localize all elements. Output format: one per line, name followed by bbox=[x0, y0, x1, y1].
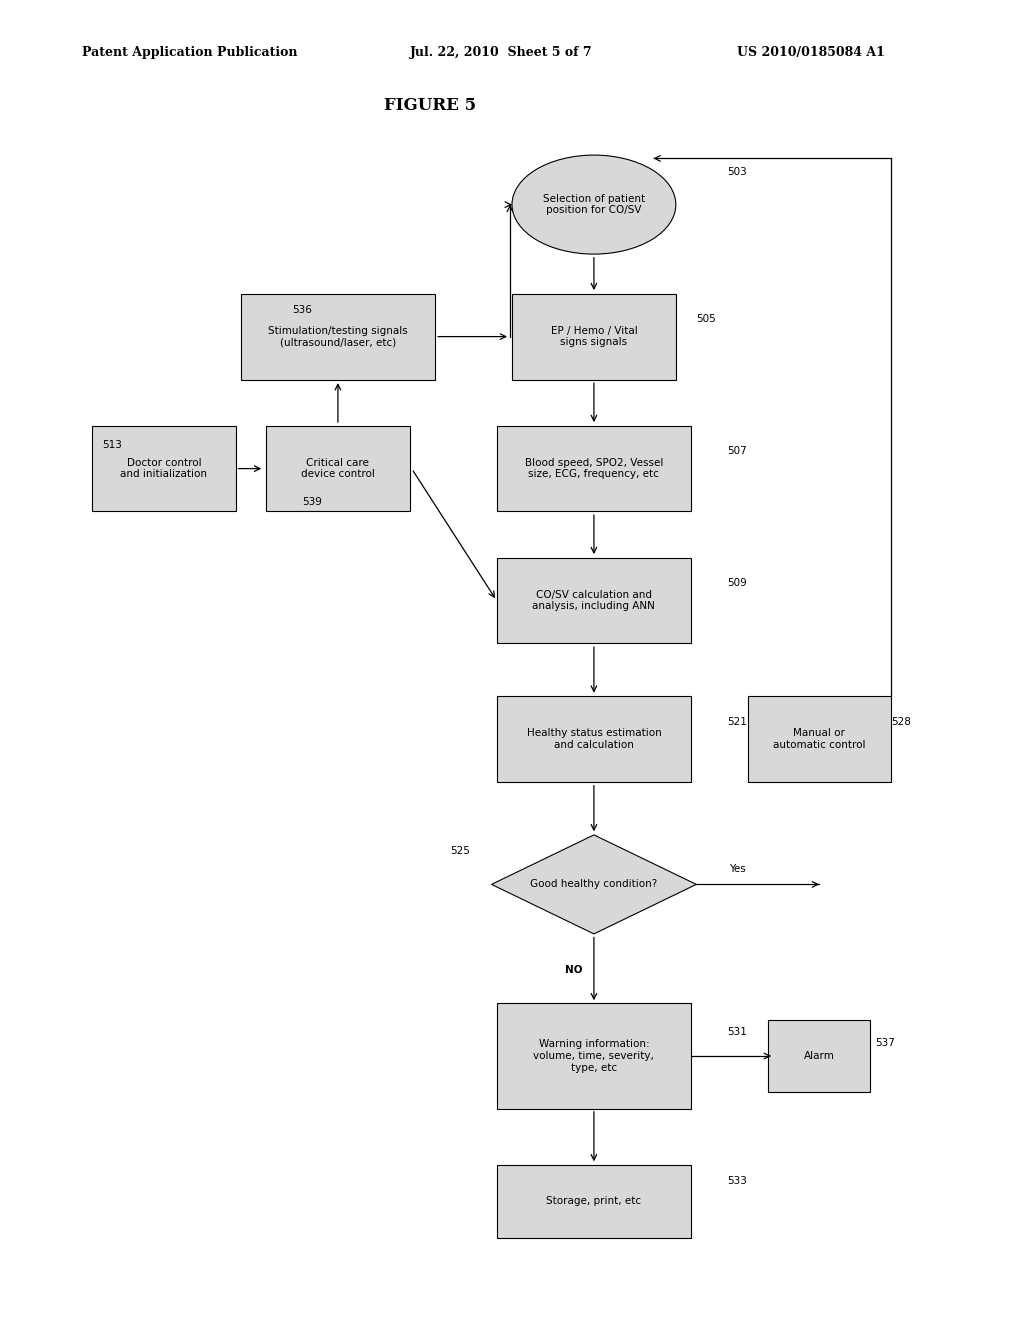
Text: 525: 525 bbox=[451, 846, 470, 857]
FancyBboxPatch shape bbox=[92, 425, 236, 511]
FancyBboxPatch shape bbox=[497, 1003, 691, 1109]
Text: US 2010/0185084 A1: US 2010/0185084 A1 bbox=[737, 46, 885, 59]
Text: 507: 507 bbox=[727, 446, 746, 457]
Text: 509: 509 bbox=[727, 578, 746, 589]
Text: Critical care
device control: Critical care device control bbox=[301, 458, 375, 479]
Text: CO/SV calculation and
analysis, including ANN: CO/SV calculation and analysis, includin… bbox=[532, 590, 655, 611]
FancyBboxPatch shape bbox=[497, 697, 691, 781]
FancyBboxPatch shape bbox=[497, 557, 691, 643]
FancyBboxPatch shape bbox=[241, 293, 435, 380]
Polygon shape bbox=[492, 836, 696, 935]
FancyBboxPatch shape bbox=[497, 425, 691, 511]
Text: 533: 533 bbox=[727, 1176, 746, 1187]
Text: 521: 521 bbox=[727, 717, 746, 727]
Text: 528: 528 bbox=[891, 717, 910, 727]
Text: FIGURE 5: FIGURE 5 bbox=[384, 98, 476, 114]
FancyBboxPatch shape bbox=[748, 697, 891, 781]
Text: Alarm: Alarm bbox=[804, 1051, 835, 1061]
Text: Selection of patient
position for CO/SV: Selection of patient position for CO/SV bbox=[543, 194, 645, 215]
Text: Patent Application Publication: Patent Application Publication bbox=[82, 46, 297, 59]
Text: Storage, print, etc: Storage, print, etc bbox=[547, 1196, 641, 1206]
Text: 531: 531 bbox=[727, 1027, 746, 1038]
Text: Healthy status estimation
and calculation: Healthy status estimation and calculatio… bbox=[526, 729, 662, 750]
Text: 539: 539 bbox=[302, 496, 322, 507]
Text: Stimulation/testing signals
(ultrasound/laser, etc): Stimulation/testing signals (ultrasound/… bbox=[268, 326, 408, 347]
Text: 505: 505 bbox=[696, 314, 716, 325]
Text: 537: 537 bbox=[876, 1038, 895, 1048]
Text: Warning information:
volume, time, severity,
type, etc: Warning information: volume, time, sever… bbox=[534, 1039, 654, 1073]
Text: Blood speed, SPO2, Vessel
size, ECG, frequency, etc: Blood speed, SPO2, Vessel size, ECG, fre… bbox=[524, 458, 664, 479]
Text: 536: 536 bbox=[292, 305, 311, 315]
Text: Good healthy condition?: Good healthy condition? bbox=[530, 879, 657, 890]
FancyBboxPatch shape bbox=[512, 293, 676, 380]
FancyBboxPatch shape bbox=[266, 425, 410, 511]
FancyBboxPatch shape bbox=[497, 1166, 691, 1238]
Text: Yes: Yes bbox=[729, 863, 745, 874]
Ellipse shape bbox=[512, 156, 676, 255]
Text: Doctor control
and initialization: Doctor control and initialization bbox=[121, 458, 207, 479]
FancyBboxPatch shape bbox=[768, 1019, 870, 1093]
Text: EP / Hemo / Vital
signs signals: EP / Hemo / Vital signs signals bbox=[551, 326, 637, 347]
Text: 503: 503 bbox=[727, 166, 746, 177]
Text: NO: NO bbox=[564, 965, 583, 975]
Text: Jul. 22, 2010  Sheet 5 of 7: Jul. 22, 2010 Sheet 5 of 7 bbox=[410, 46, 592, 59]
Text: Manual or
automatic control: Manual or automatic control bbox=[773, 729, 865, 750]
Text: 513: 513 bbox=[102, 440, 122, 450]
